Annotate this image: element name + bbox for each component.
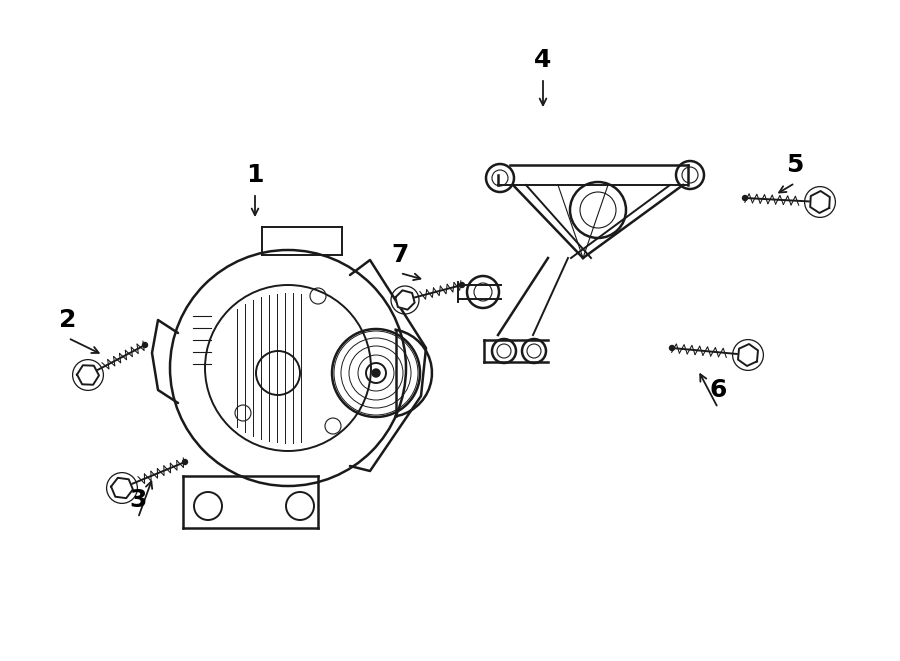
Circle shape — [142, 342, 148, 348]
Polygon shape — [395, 290, 415, 309]
Circle shape — [742, 196, 748, 200]
Polygon shape — [810, 191, 830, 213]
Polygon shape — [77, 366, 99, 385]
Circle shape — [670, 346, 674, 350]
Circle shape — [460, 282, 464, 288]
Text: 2: 2 — [59, 308, 76, 332]
Circle shape — [183, 459, 187, 465]
Text: 6: 6 — [709, 378, 726, 402]
Text: 4: 4 — [535, 48, 552, 72]
Text: 7: 7 — [392, 243, 409, 267]
Circle shape — [372, 369, 380, 377]
Text: 3: 3 — [130, 488, 147, 512]
Text: 1: 1 — [247, 163, 264, 187]
Polygon shape — [738, 344, 758, 366]
Polygon shape — [111, 478, 133, 498]
Text: 5: 5 — [787, 153, 804, 177]
